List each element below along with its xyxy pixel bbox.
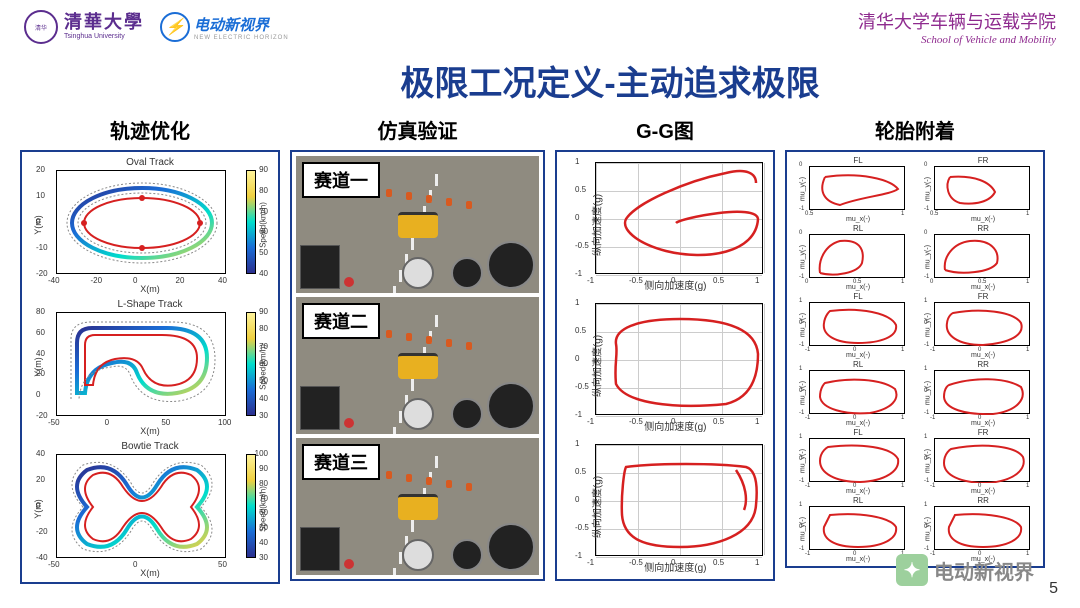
wechat-icon: ✦ [896, 554, 928, 586]
school-en: School of Vehicle and Mobility [858, 34, 1056, 46]
trajectory-chart-1: L-Shape Track X(m) Y(m) Speed(km/h) -500… [26, 298, 274, 436]
col-title-tire: 轮胎附着 [875, 115, 955, 144]
simulation-panel: 赛道一 赛道二 赛道三 [290, 150, 545, 581]
horizon-icon: ⚡ [160, 12, 190, 42]
tire-chart-5-fr: RR mu_x(-) mu_y(-)-101-101 [916, 496, 1038, 562]
horizon-logo: ⚡ 电动新视界 NEW ELECTRIC HORIZON [160, 12, 289, 42]
header-left: 清华 清華大學 Tsinghua University ⚡ 电动新视界 NEW … [24, 10, 289, 44]
gg-chart-1: 侧向加速度(g) 纵向加速度(g) -1-0.500.51-1-0.500.51 [561, 297, 769, 434]
trajectory-chart-2: Bowtie Track X(m) Y(m) Speed(km/h) -5005… [26, 440, 274, 578]
gg-chart-0: 侧向加速度(g) 纵向加速度(g) -1-0.500.51-1-0.500.51 [561, 156, 769, 293]
tsinghua-logo: 清华 清華大學 Tsinghua University [24, 10, 144, 44]
tire-chart-0-fl: FL mu_x(-) mu_y(-)0.51-10 [791, 156, 913, 222]
tire-chart-3-fr: RR mu_x(-) mu_y(-)-101-101 [916, 360, 1038, 426]
gg-chart-2: 侧向加速度(g) 纵向加速度(g) -1-0.500.51-1-0.500.51 [561, 438, 769, 575]
col-title-trajectory: 轨迹优化 [110, 115, 190, 144]
tsinghua-seal-icon: 清华 [24, 10, 58, 44]
watermark: ✦ 电动新视界 [896, 554, 1034, 586]
tire-chart-2-fr: FR mu_x(-) mu_y(-)-101-101 [916, 292, 1038, 358]
slide-title: 极限工况定义-主动追求极限 [140, 56, 1080, 105]
gg-panel: 侧向加速度(g) 纵向加速度(g) -1-0.500.51-1-0.500.51… [555, 150, 775, 581]
simulation-view-0: 赛道一 [296, 156, 539, 293]
page-number: 5 [1049, 580, 1058, 598]
watermark-text: 电动新视界 [934, 556, 1034, 585]
content-row: 轨迹优化 Oval Track X(m) Y(m) Speed(km/h) -4… [0, 115, 1080, 584]
column-trajectory: 轨迹优化 Oval Track X(m) Y(m) Speed(km/h) -4… [20, 115, 280, 584]
tire-chart-4-fl: FL mu_x(-) mu_y(-)-101-101 [791, 428, 913, 494]
header-right: 清华大学车辆与运载学院 School of Vehicle and Mobili… [858, 8, 1056, 46]
school-cn: 清华大学车辆与运载学院 [858, 8, 1056, 34]
col-title-simulation: 仿真验证 [378, 115, 458, 144]
column-simulation: 仿真验证 赛道一 赛道二 赛道三 [290, 115, 545, 584]
tire-chart-5-fl: RL mu_x(-) mu_y(-)-101-101 [791, 496, 913, 562]
tsinghua-en: Tsinghua University [64, 33, 144, 41]
tire-chart-1-fr: RR mu_x(-) mu_y(-)00.51-10 [916, 224, 1038, 290]
horizon-en: NEW ELECTRIC HORIZON [194, 35, 289, 41]
simulation-view-1: 赛道二 [296, 297, 539, 434]
tire-chart-0-fr: FR mu_x(-) mu_y(-)0.51-10 [916, 156, 1038, 222]
column-tire: 轮胎附着 FL mu_x(-) mu_y(-)0.51-10FR mu_x(-)… [785, 115, 1045, 584]
simulation-view-2: 赛道三 [296, 438, 539, 575]
tire-chart-1-fl: RL mu_x(-) mu_y(-)00.51-10 [791, 224, 913, 290]
tire-chart-4-fr: FR mu_x(-) mu_y(-)-101-101 [916, 428, 1038, 494]
tire-chart-2-fl: FL mu_x(-) mu_y(-)-101-101 [791, 292, 913, 358]
trajectory-panel: Oval Track X(m) Y(m) Speed(km/h) -40-200… [20, 150, 280, 584]
column-gg: G-G图 侧向加速度(g) 纵向加速度(g) -1-0.500.51-1-0.5… [555, 115, 775, 584]
tsinghua-cn: 清華大學 [64, 13, 144, 33]
tire-chart-3-fl: RL mu_x(-) mu_y(-)-101-101 [791, 360, 913, 426]
trajectory-chart-0: Oval Track X(m) Y(m) Speed(km/h) -40-200… [26, 156, 274, 294]
slide-header: 清华 清華大學 Tsinghua University ⚡ 电动新视界 NEW … [0, 0, 1080, 50]
tire-panel: FL mu_x(-) mu_y(-)0.51-10FR mu_x(-) mu_y… [785, 150, 1045, 568]
col-title-gg: G-G图 [636, 115, 694, 144]
horizon-cn: 电动新视界 [194, 14, 289, 35]
